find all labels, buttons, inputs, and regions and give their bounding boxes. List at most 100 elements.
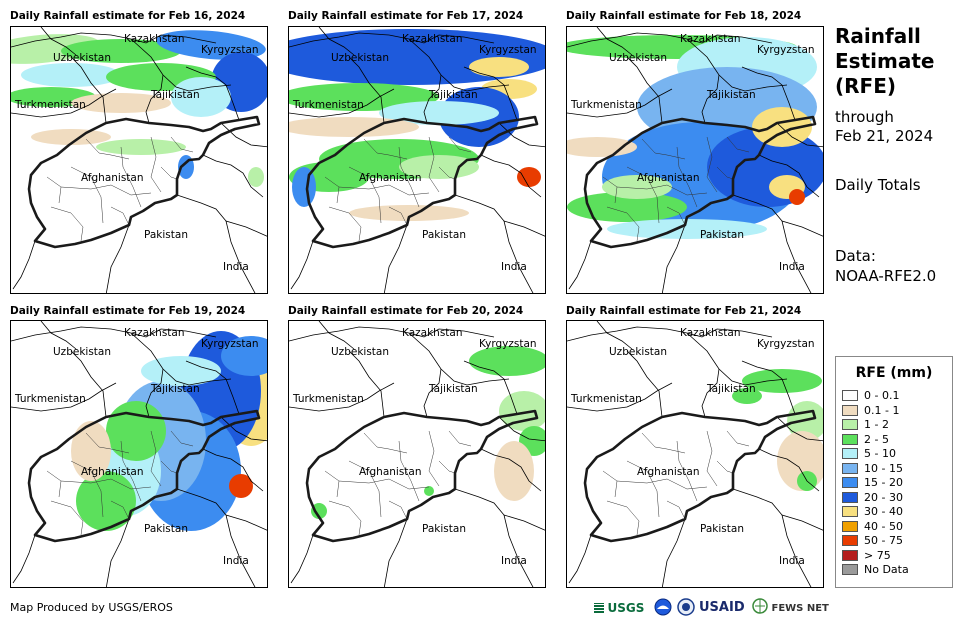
country-border xyxy=(383,224,408,293)
country-label-turkmenistan: Turkmenistan xyxy=(14,393,86,405)
globe-icon xyxy=(752,598,768,614)
country-border xyxy=(202,448,264,492)
country-border xyxy=(454,194,545,237)
panel-3-title: Daily Rainfall estimate for Feb 18, 2024 xyxy=(566,10,802,22)
legend-label: 15 - 20 xyxy=(864,476,903,489)
province-border xyxy=(706,430,718,487)
country-label-kyrgyzstan: Kyrgyzstan xyxy=(757,338,815,350)
province-border xyxy=(50,500,84,536)
country-border xyxy=(408,38,510,92)
province-border xyxy=(606,206,640,242)
country-label-turkmenistan: Turkmenistan xyxy=(14,99,86,111)
afghanistan-outline xyxy=(305,115,539,249)
map-panel-2: Kazakhstan Kyrgyzstan Uzbekistan Tajikistan… xyxy=(288,26,546,294)
country-border xyxy=(781,514,812,587)
country-border xyxy=(408,34,495,44)
legend-swatch xyxy=(842,477,858,488)
country-border xyxy=(567,88,673,118)
country-border xyxy=(290,534,314,584)
country-label-kazakhstan: Kazakhstan xyxy=(402,33,463,45)
rainfall-area xyxy=(789,189,805,205)
country-border xyxy=(105,518,130,587)
country-border xyxy=(701,74,720,124)
province-border xyxy=(170,136,194,153)
panel-2-title: Daily Rainfall estimate for Feb 17, 2024 xyxy=(288,10,524,22)
rainfall-area xyxy=(602,175,672,199)
rainfall-area xyxy=(96,139,186,155)
legend-item: 0.1 - 1 xyxy=(842,404,899,418)
province-border xyxy=(726,430,750,447)
country-border xyxy=(290,240,314,290)
country-border xyxy=(11,382,117,412)
province-border xyxy=(616,184,708,196)
province-border xyxy=(46,176,62,204)
country-label-pakistan: Pakistan xyxy=(144,523,188,535)
legend-swatch xyxy=(842,564,858,575)
province-border xyxy=(348,166,382,224)
legend-swatch xyxy=(842,520,858,532)
country-border xyxy=(40,321,77,350)
legend-label: 2 - 5 xyxy=(864,432,889,446)
country-label-afghanistan: Afghanistan xyxy=(637,172,700,184)
map-panel-4: Kazakhstan Kyrgyzstan Uzbekistan Tajikistan… xyxy=(10,320,268,588)
country-label-kazakhstan: Kazakhstan xyxy=(680,327,741,339)
province-border xyxy=(626,166,660,224)
country-border xyxy=(498,416,545,442)
rainfall-area xyxy=(311,503,327,519)
legend-item: 5 - 10 xyxy=(842,447,896,461)
country-border xyxy=(12,534,36,584)
legend-item: 1 - 2 xyxy=(842,418,889,432)
title-line-1: Rainfall xyxy=(835,24,921,48)
province-border xyxy=(160,166,178,180)
country-label-afghanistan: Afghanistan xyxy=(637,466,700,478)
country-border xyxy=(289,88,395,118)
country-border xyxy=(568,240,592,290)
province-border xyxy=(428,136,440,193)
country-label-tajikistan: Tajikistan xyxy=(706,383,756,395)
province-border xyxy=(428,430,440,487)
country-border xyxy=(289,382,395,412)
country-border xyxy=(225,514,256,587)
country-label-tajikistan: Tajikistan xyxy=(428,383,478,395)
province-border xyxy=(438,166,456,180)
province-border xyxy=(626,460,660,518)
legend-item: 2 - 5 xyxy=(842,433,889,447)
legend-label: No Data xyxy=(864,563,909,576)
map-credit: Map Produced by USGS/EROS xyxy=(10,601,173,614)
province-border xyxy=(438,460,456,474)
rainfall-area xyxy=(752,107,812,147)
product-title: Rainfall Estimate (RFE) xyxy=(835,24,934,99)
rainfall-area xyxy=(607,219,767,239)
country-border xyxy=(480,448,542,492)
country-border xyxy=(348,350,385,418)
province-border xyxy=(85,138,130,160)
rainfall-area xyxy=(424,486,434,496)
usaid-logo-text: USAID xyxy=(699,600,745,615)
province-border xyxy=(85,432,130,454)
afghanistan-outline xyxy=(305,409,539,543)
rainfall-map: Kazakhstan Kyrgyzstan Uzbekistan Tajikistan… xyxy=(567,321,823,587)
legend-item: 40 - 50 xyxy=(842,520,903,534)
country-border xyxy=(776,122,823,148)
country-label-afghanistan: Afghanistan xyxy=(81,172,144,184)
legend-item: 20 - 30 xyxy=(842,491,903,505)
fewsnet-logo-text: FEWS NET xyxy=(771,603,829,614)
totals-label: Daily Totals xyxy=(835,176,921,194)
rainfall-area xyxy=(469,346,545,376)
rainfall-area xyxy=(229,474,253,498)
panel-4-title: Daily Rainfall estimate for Feb 19, 2024 xyxy=(10,305,246,317)
country-border xyxy=(11,32,132,48)
title-line-2: Estimate xyxy=(835,49,935,73)
province-border xyxy=(150,430,162,487)
noaa-logo xyxy=(654,598,672,618)
legend-label: 50 - 75 xyxy=(864,534,903,547)
country-label-kyrgyzstan: Kyrgyzstan xyxy=(201,44,259,56)
country-border xyxy=(70,350,107,418)
country-border xyxy=(225,220,256,293)
afghanistan-outline xyxy=(583,115,817,249)
province-border xyxy=(616,478,708,490)
country-label-uzbekistan: Uzbekistan xyxy=(331,346,389,358)
country-border xyxy=(454,488,545,531)
country-border xyxy=(480,154,542,198)
province-border xyxy=(70,460,104,518)
